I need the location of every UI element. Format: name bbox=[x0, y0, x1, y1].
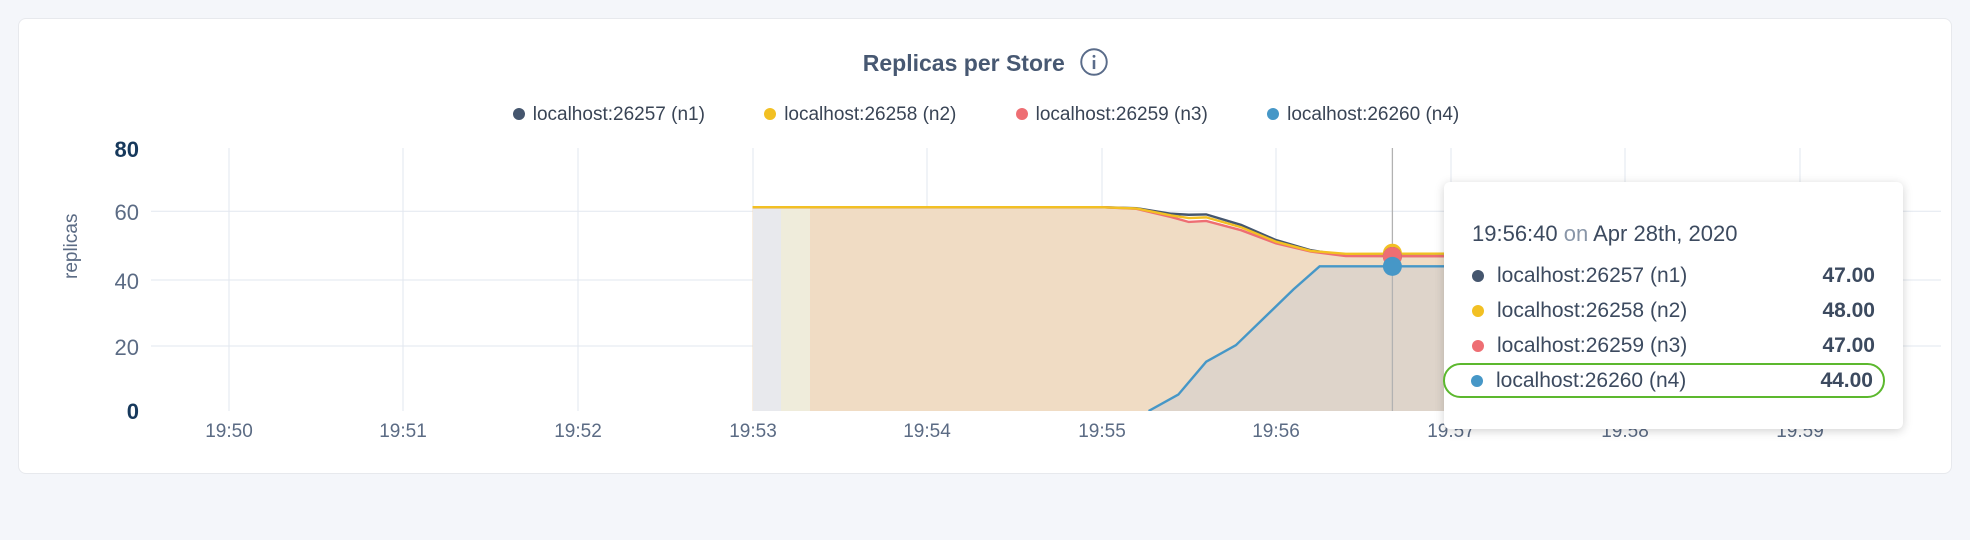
svg-text:60: 60 bbox=[115, 200, 139, 225]
svg-text:40: 40 bbox=[115, 269, 139, 294]
svg-text:19:53: 19:53 bbox=[729, 421, 777, 442]
svg-text:20: 20 bbox=[115, 335, 139, 360]
svg-text:19:55: 19:55 bbox=[1078, 421, 1126, 442]
svg-text:19:54: 19:54 bbox=[903, 421, 951, 442]
svg-text:19:56: 19:56 bbox=[1252, 421, 1300, 442]
svg-text:19:51: 19:51 bbox=[379, 421, 427, 442]
svg-text:19:50: 19:50 bbox=[205, 421, 253, 442]
svg-text:replicas: replicas bbox=[61, 214, 82, 279]
svg-text:80: 80 bbox=[115, 137, 139, 162]
svg-text:0: 0 bbox=[127, 399, 139, 424]
svg-text:19:52: 19:52 bbox=[554, 421, 602, 442]
